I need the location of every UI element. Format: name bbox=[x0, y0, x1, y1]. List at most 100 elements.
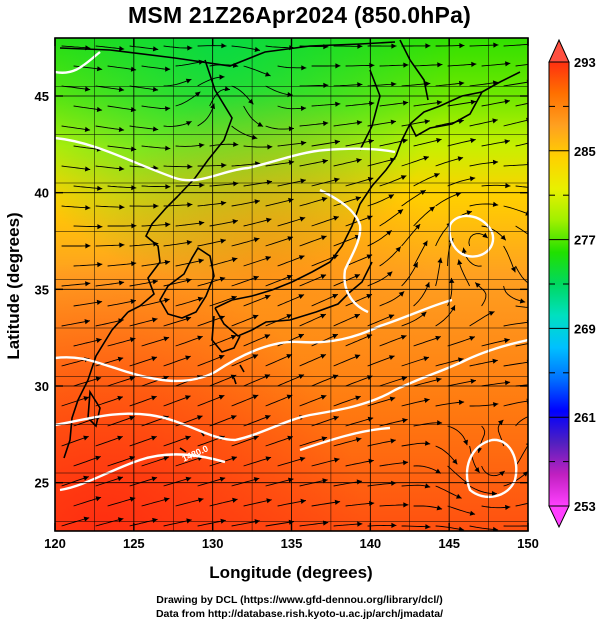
streamline-arrow bbox=[402, 418, 408, 424]
streamline-arrow bbox=[163, 336, 170, 342]
streamline-arrow bbox=[152, 517, 158, 523]
streamline-arrow bbox=[424, 119, 430, 125]
streamline-arrow bbox=[96, 299, 103, 305]
streamline-arrow bbox=[265, 71, 271, 77]
streamline-arrow bbox=[253, 435, 259, 441]
streamline-arrow bbox=[253, 477, 260, 483]
streamline-arrow bbox=[151, 356, 157, 362]
streamline-arrow bbox=[452, 458, 458, 465]
streamline-arrow bbox=[151, 317, 158, 323]
streamline-arrow bbox=[434, 173, 440, 178]
streamline-arrow bbox=[424, 440, 431, 446]
streamline-arrow bbox=[423, 155, 429, 161]
streamline-arrow bbox=[198, 258, 204, 264]
streamline-arrow bbox=[390, 438, 396, 444]
colorbar-ticks: 293 285 277 269 261 253 bbox=[549, 55, 596, 514]
streamline-arrow bbox=[367, 215, 373, 221]
streamline-arrow bbox=[505, 61, 511, 67]
streamline-arrow bbox=[218, 354, 225, 360]
streamline-arrow bbox=[504, 380, 511, 386]
streamline-arrow bbox=[254, 199, 260, 205]
streamline-arrow bbox=[163, 497, 170, 503]
streamline-arrow bbox=[165, 222, 171, 228]
streamline-arrow bbox=[437, 420, 443, 426]
streamline-arrow bbox=[252, 354, 259, 360]
streamline-arrow bbox=[333, 215, 339, 221]
streamline-arrow bbox=[456, 493, 462, 499]
streamline-arrow bbox=[96, 66, 103, 72]
streamline-arrow bbox=[466, 210, 472, 216]
colorbar-min-arrow bbox=[548, 505, 570, 529]
streamline-arrow bbox=[97, 262, 103, 268]
streamline-arrow bbox=[400, 175, 407, 180]
streamline-arrow bbox=[288, 197, 294, 203]
streamline-arrow bbox=[164, 297, 170, 303]
streamline-arrow bbox=[504, 338, 510, 344]
streamline-arrow bbox=[265, 256, 271, 261]
streamline-arrow bbox=[401, 376, 407, 382]
streamline-arrow bbox=[187, 45, 193, 51]
streamline-arrow bbox=[95, 455, 101, 461]
streamline-arrow bbox=[356, 158, 362, 164]
streamline-arrow bbox=[197, 296, 204, 302]
streamline-arrow bbox=[491, 491, 497, 497]
streamline-arrow bbox=[266, 498, 272, 504]
streamline-arrow bbox=[471, 61, 477, 67]
streamline-arrow bbox=[469, 510, 476, 516]
streamline-arrow bbox=[492, 402, 499, 408]
streamline-arrow bbox=[219, 276, 226, 282]
streamline-arrow bbox=[459, 43, 465, 49]
wind-streamlines bbox=[61, 41, 544, 531]
y-tick-label: 35 bbox=[35, 282, 49, 297]
streamline-arrow bbox=[539, 381, 544, 386]
streamline-arrow bbox=[288, 477, 294, 483]
streamline-arrow bbox=[165, 66, 171, 72]
streamline-arrow bbox=[220, 238, 226, 244]
streamline-arrow bbox=[422, 240, 428, 247]
streamline-arrow bbox=[286, 274, 293, 280]
grid-lines bbox=[55, 38, 528, 531]
streamline-arrow bbox=[386, 271, 393, 277]
streamline-arrow bbox=[402, 460, 409, 466]
streamline-arrow bbox=[83, 475, 89, 481]
streamline-arrow bbox=[356, 479, 362, 485]
streamline-arrow bbox=[354, 314, 360, 319]
streamline-arrow bbox=[83, 516, 90, 522]
y-axis-label: Latitude (degrees) bbox=[4, 212, 23, 359]
streamline-arrow bbox=[368, 458, 374, 464]
streamline-arrow bbox=[355, 196, 361, 202]
streamline bbox=[515, 305, 528, 308]
streamline-arrow bbox=[320, 274, 327, 280]
streamline-arrow bbox=[355, 395, 361, 401]
streamline-arrow bbox=[469, 176, 476, 182]
colorbar-label: 261 bbox=[574, 410, 596, 425]
streamline-arrow bbox=[300, 178, 306, 184]
streamline-arrow bbox=[218, 394, 225, 400]
streamline-arrow bbox=[264, 374, 271, 380]
streamline-arrow bbox=[321, 436, 328, 442]
streamline-arrow bbox=[264, 294, 271, 300]
streamline-arrow bbox=[498, 419, 504, 426]
streamline-arrow bbox=[492, 201, 499, 207]
streamline-arrow bbox=[185, 355, 191, 361]
x-tick-label: 135 bbox=[281, 536, 303, 551]
x-tick-label: 125 bbox=[123, 536, 145, 551]
streamline-arrow bbox=[254, 519, 260, 525]
streamline-arrow bbox=[332, 294, 338, 299]
streamline-arrow bbox=[83, 435, 89, 441]
streamline-arrow bbox=[165, 184, 171, 190]
streamline-arrow bbox=[251, 134, 258, 140]
streamline-arrow bbox=[286, 354, 292, 359]
streamline-arrow bbox=[219, 476, 226, 482]
streamline-arrow bbox=[505, 183, 511, 189]
streamline bbox=[515, 102, 528, 107]
streamline-arrow bbox=[424, 397, 430, 403]
streamline-arrow bbox=[470, 138, 476, 144]
streamline-arrow bbox=[522, 471, 528, 477]
streamline-arrow bbox=[539, 339, 544, 344]
streamline-arrow bbox=[538, 138, 544, 143]
streamline-arrow bbox=[84, 126, 91, 132]
temperature-map: 1480.0 bbox=[55, 38, 544, 531]
colorbar: 293 285 277 269 261 253 bbox=[548, 38, 596, 529]
x-axis-ticks: 120 125 130 135 140 145 150 bbox=[44, 38, 539, 551]
